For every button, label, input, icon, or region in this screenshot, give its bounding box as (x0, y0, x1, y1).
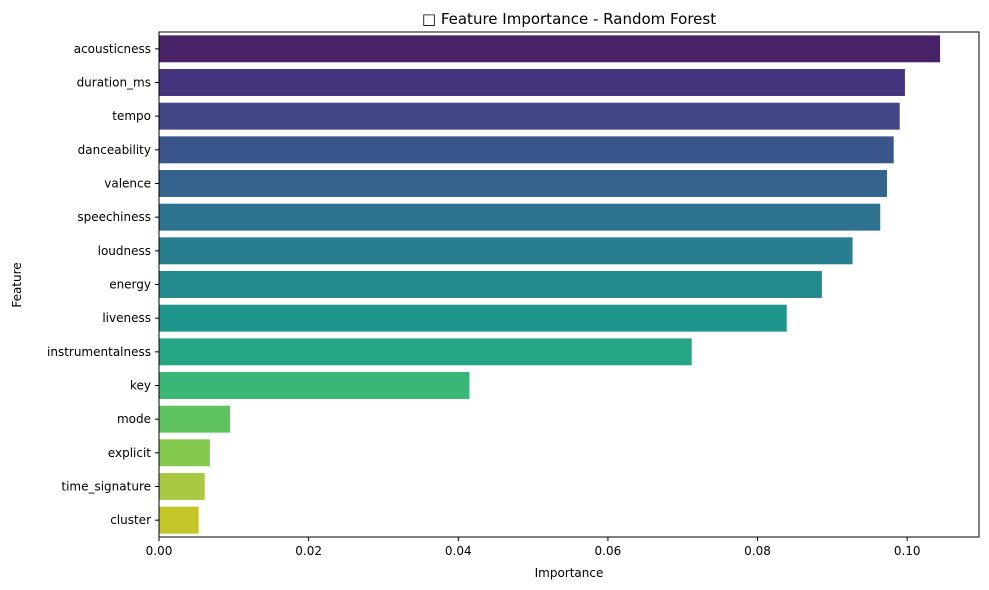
chart-title: □ Feature Importance - Random Forest (422, 10, 716, 28)
y-tick-label: instrumentalness (47, 345, 151, 359)
x-tick-label: 0.06 (595, 544, 622, 558)
y-tick-label: explicit (108, 446, 151, 460)
x-tick-label: 0.10 (894, 544, 921, 558)
bar-loudness (159, 237, 853, 265)
y-tick-label: energy (109, 278, 151, 292)
y-tick-label: speechiness (77, 210, 151, 224)
x-tick-label: 0.08 (744, 544, 771, 558)
y-tick-label: tempo (112, 109, 151, 123)
x-tick-label: 0.00 (146, 544, 173, 558)
y-tick-label: cluster (110, 513, 151, 527)
y-tick-label: loudness (98, 244, 151, 258)
bar-danceability (159, 136, 894, 164)
bar-cluster (159, 506, 199, 534)
bars-group (159, 35, 941, 534)
x-tick-label: 0.04 (445, 544, 472, 558)
y-tick-label: liveness (102, 311, 151, 325)
bar-time-signature (159, 473, 205, 500)
y-tick-label: acousticness (74, 42, 151, 56)
y-tick-label: key (130, 379, 151, 393)
y-tick-label: duration_ms (77, 76, 151, 90)
y-tick-label: valence (104, 177, 151, 191)
bar-energy (159, 271, 822, 298)
bar-acousticness (159, 35, 941, 63)
x-axis-ticks: 0.00 0.02 0.04 0.06 0.08 0.10 (146, 537, 921, 558)
bar-tempo (159, 102, 900, 130)
bar-speechiness (159, 203, 881, 231)
y-tick-label: time_signature (61, 480, 151, 494)
y-axis-label: Feature (10, 262, 24, 307)
bar-explicit (159, 439, 210, 467)
bar-duration-ms (159, 69, 905, 96)
bar-valence (159, 170, 887, 197)
bar-instrumentalness (159, 338, 692, 366)
y-tick-label: danceability (78, 143, 151, 157)
bar-key (159, 372, 470, 399)
bar-mode (159, 405, 231, 433)
y-tick-label: mode (117, 412, 151, 426)
x-axis-label: Importance (535, 566, 604, 580)
x-tick-label: 0.02 (295, 544, 322, 558)
bar-liveness (159, 304, 787, 332)
plot-frame (158, 31, 980, 538)
